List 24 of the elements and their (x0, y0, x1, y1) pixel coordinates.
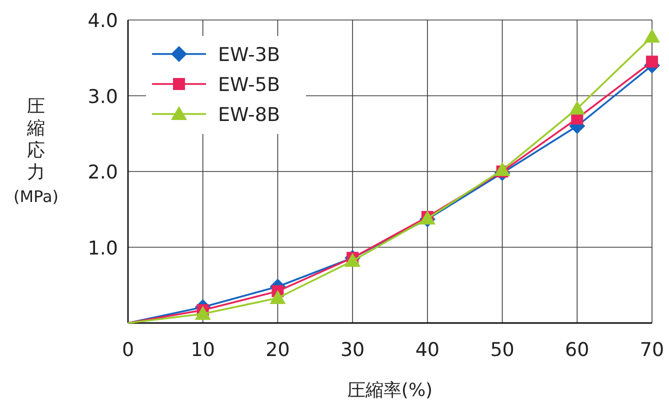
x-axis-title: 圧縮率(%) (347, 380, 433, 401)
point (494, 162, 510, 176)
legend-label: EW-8B (218, 104, 280, 126)
x-tick-label: 60 (565, 339, 590, 361)
legend-label: EW-3B (218, 44, 280, 66)
y-tick-label: 4.0 (88, 10, 118, 32)
y-tick-label: 1.0 (88, 237, 118, 260)
y-tick-label: 3.0 (88, 86, 118, 108)
legend-label: EW-5B (218, 74, 280, 96)
y-axis-title: 圧縮応力(MPa) (13, 96, 59, 206)
x-tick-label: 0 (122, 339, 134, 361)
point (646, 56, 658, 68)
y-tick-label: 2.0 (88, 162, 118, 184)
point (644, 28, 660, 43)
x-tick-label: 20 (266, 339, 290, 361)
x-tick-label: 70 (640, 339, 664, 361)
x-tick-label: 50 (490, 339, 514, 361)
x-tick-label: 40 (415, 339, 440, 361)
x-tick-label: 10 (190, 339, 215, 361)
x-tick-label: 30 (340, 339, 365, 361)
point (194, 306, 211, 320)
point (569, 100, 586, 115)
point (270, 290, 286, 304)
point (344, 252, 361, 267)
